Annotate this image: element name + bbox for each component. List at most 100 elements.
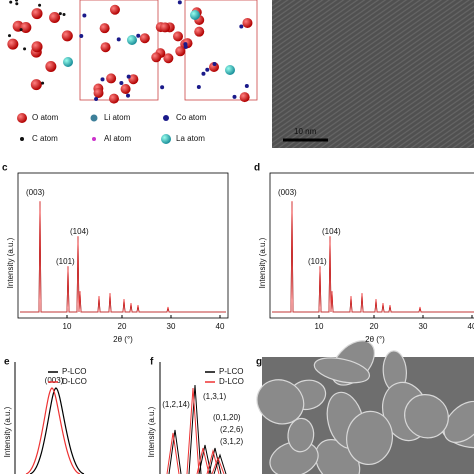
- x-tick-label: 30: [419, 322, 428, 331]
- peak-curve: [208, 447, 222, 474]
- legend-label: P-LCO: [62, 367, 86, 376]
- peak-label: (104): [322, 227, 341, 236]
- particle: [443, 400, 474, 443]
- particle: [287, 417, 315, 453]
- c-atom: [38, 3, 42, 7]
- co-atom: [126, 74, 131, 79]
- legend-marker: [163, 115, 169, 121]
- co-atom: [205, 67, 210, 72]
- peak-curve: [213, 453, 227, 474]
- co-atom: [239, 24, 244, 29]
- peak-curve: [25, 387, 81, 474]
- legend-label: C atom: [32, 134, 58, 143]
- peak-label: (1,2,14): [162, 400, 190, 409]
- crystal-structures: O atom Li atom Co atom C atom Al atom La atom: [7, 0, 258, 144]
- co-atom: [177, 0, 182, 5]
- c-atom: [19, 28, 23, 32]
- x-tick-label: 40: [216, 322, 225, 331]
- peak-curve: [211, 456, 225, 474]
- c-atom: [15, 2, 19, 6]
- particle: [404, 394, 449, 439]
- particle: [256, 379, 305, 425]
- o-atom: [160, 22, 171, 33]
- c-atom: [7, 34, 11, 38]
- scale-bar-label: 10 nm: [294, 127, 317, 136]
- co-atom: [82, 13, 87, 18]
- o-atom: [163, 53, 174, 64]
- legend-marker: [92, 137, 96, 141]
- o-atom: [128, 74, 139, 85]
- plot-frame: [269, 172, 474, 319]
- xrd-pattern: [20, 201, 226, 313]
- y-axis-label: Intensity (a.u.): [3, 406, 12, 457]
- peak-label: (1,3,1): [203, 392, 226, 401]
- legend-label: Al atom: [104, 134, 131, 143]
- o-atom: [242, 17, 253, 28]
- peak-curve: [186, 387, 200, 474]
- tem-shade: [272, 0, 474, 148]
- x-axis-label: 2θ (°): [113, 335, 133, 344]
- o-atom: [30, 79, 42, 91]
- peak-label: (003): [26, 188, 45, 197]
- peak-curve: [168, 429, 182, 474]
- plot-frame: [17, 172, 229, 319]
- particle: [346, 410, 394, 466]
- o-atom: [151, 52, 162, 63]
- peak-curve: [166, 432, 180, 474]
- c-atom: [9, 0, 13, 4]
- xrd-pattern: [272, 201, 474, 313]
- legend-marker: [20, 137, 24, 141]
- o-atom: [7, 38, 19, 50]
- peak-label: (0,1,20): [213, 413, 241, 422]
- o-atom: [106, 73, 117, 84]
- legend-label: D-LCO: [219, 377, 244, 386]
- legend-label: P-LCO: [219, 367, 243, 376]
- o-atom: [45, 60, 57, 72]
- panel-label: d: [254, 163, 260, 174]
- o-atom: [209, 62, 220, 73]
- o-atom: [139, 33, 150, 44]
- panel-label: f: [150, 357, 154, 368]
- peak-label: (3,1,2): [220, 437, 243, 446]
- unit-cell: [79, 0, 159, 101]
- peak-label: (003): [278, 188, 297, 197]
- y-axis-label: Intensity (a.u.): [147, 406, 156, 457]
- co-atom: [79, 33, 84, 38]
- legend-label: Li atom: [104, 113, 131, 122]
- xrd-pattern: [20, 200, 226, 313]
- co-atom: [119, 81, 124, 86]
- o-atom: [108, 93, 119, 104]
- la-atom: [63, 57, 73, 67]
- x-tick-label: 20: [370, 322, 379, 331]
- o-atom: [61, 30, 73, 42]
- o-atom: [31, 41, 43, 53]
- y-axis-label: Intensity (a.u.): [258, 237, 267, 288]
- peak-label: (101): [308, 257, 327, 266]
- panel-label: e: [4, 357, 10, 368]
- la-atom: [127, 35, 137, 45]
- c-atom: [58, 12, 62, 16]
- x-tick-label: 10: [63, 322, 72, 331]
- co-atom: [201, 71, 206, 76]
- o-atom: [120, 83, 131, 94]
- legend-marker: [90, 114, 98, 122]
- x-axis-label: 2θ (°): [365, 335, 385, 344]
- c-atom: [15, 0, 19, 2]
- o-atom: [239, 92, 250, 103]
- o-atom: [31, 8, 43, 20]
- x-tick-label: 20: [118, 322, 127, 331]
- la-atom: [190, 10, 200, 20]
- peak-curve: [188, 384, 202, 474]
- co-atom: [160, 85, 165, 90]
- co-atom: [94, 97, 99, 102]
- o-atom: [99, 23, 110, 34]
- co-atom: [116, 37, 121, 42]
- panel-label: g: [256, 357, 262, 368]
- o-atom: [100, 42, 111, 53]
- legend-marker: [17, 113, 27, 123]
- y-axis-label: Intensity (a.u.): [6, 237, 15, 288]
- co-atom: [136, 33, 141, 38]
- o-atom: [175, 46, 186, 57]
- peak-label: (104): [70, 227, 89, 236]
